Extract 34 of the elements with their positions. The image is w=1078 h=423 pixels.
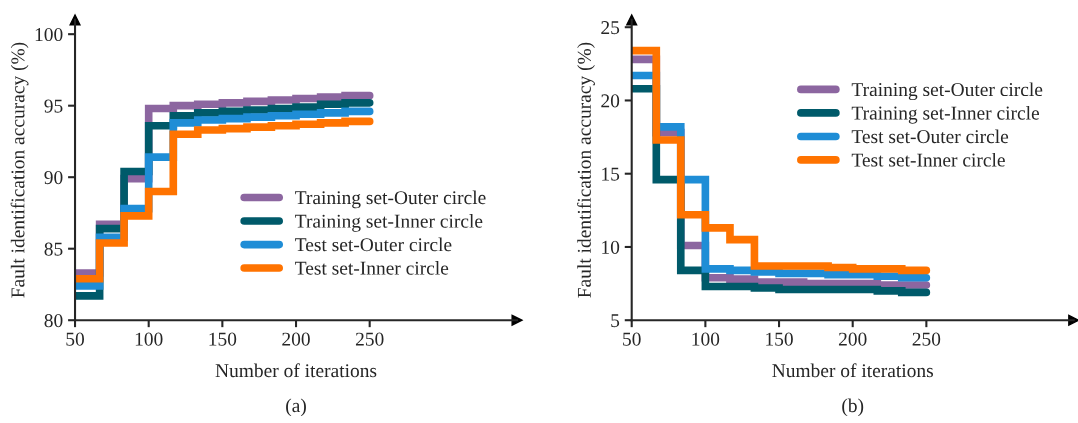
- legend-label: Training set-Inner circle: [851, 105, 1040, 124]
- legend-label: Test set-Inner circle: [295, 261, 449, 275]
- legend-label: Training set-Outer circle: [295, 190, 486, 209]
- x-tick-label: 200: [838, 332, 867, 346]
- y-axis-title: Fault identification accuracy (%): [577, 42, 595, 298]
- x-tick-label: 200: [282, 332, 310, 346]
- x-axis-title: Number of iterations: [772, 363, 933, 378]
- text: (b): [842, 398, 864, 417]
- y-tick-label: 80: [44, 314, 63, 328]
- x-axis-title: Number of iterations: [215, 363, 377, 378]
- x-tick-label: 250: [355, 332, 384, 346]
- x-tick-label: 100: [135, 332, 163, 346]
- y-tick-label: 20: [601, 94, 620, 108]
- y-axis-title: Fault identification accuracy (%): [10, 42, 29, 298]
- x-tick-label: 150: [209, 332, 237, 346]
- legend-label: Test set-Outer circle: [851, 129, 1009, 144]
- text: (a): [286, 398, 306, 417]
- x-tick-label: 50: [623, 332, 641, 346]
- y-tick-label: 100: [35, 28, 63, 42]
- y-tick-label: 90: [44, 171, 63, 185]
- legend-label: Training set-Inner circle: [295, 214, 483, 232]
- x-tick-label: 100: [692, 332, 720, 346]
- y-tick-label: 15: [602, 167, 620, 181]
- legend-label: Training set-Outer circle: [851, 82, 1043, 101]
- y-tick-label: 85: [44, 242, 63, 256]
- y-tick-label: 5: [611, 314, 620, 328]
- x-tick-label: 250: [912, 332, 941, 346]
- legend-label: Test set-Inner circle: [851, 152, 1005, 167]
- y-tick-label: 95: [44, 99, 63, 113]
- x-tick-label: 150: [766, 332, 793, 346]
- y-tick-label: 10: [602, 240, 620, 254]
- legend-label: Test set-Outer circle: [295, 237, 452, 252]
- x-tick-label: 50: [66, 332, 85, 346]
- y-tick-label: 25: [601, 21, 620, 35]
